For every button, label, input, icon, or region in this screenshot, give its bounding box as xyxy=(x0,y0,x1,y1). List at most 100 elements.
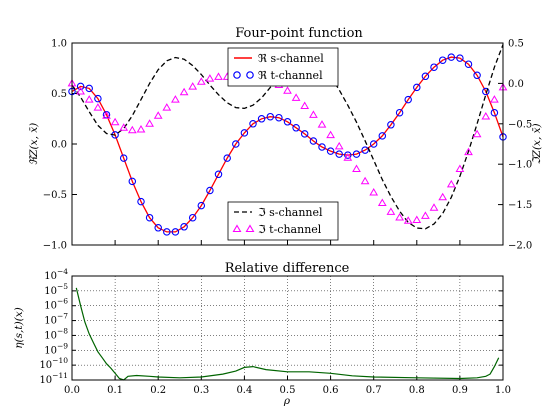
imag-t-channel-point xyxy=(395,213,404,221)
legend-real-t-swatch-a xyxy=(233,71,241,79)
legend-real-s-label: ℜ s-channel xyxy=(258,52,324,65)
imag-t-channel-point xyxy=(317,120,327,128)
bottom-y-tick-label: 10−10 xyxy=(39,356,68,371)
four-point-panel: Four-point function −1.0 −0.5 0.0 0.5 1.0 −2… xyxy=(28,26,543,252)
real-t-channel-point xyxy=(430,63,438,71)
imag-t-channel-point xyxy=(334,141,344,150)
real-t-channel-point xyxy=(283,118,292,126)
bottom-x-axis-label: ρ xyxy=(283,395,291,407)
real-t-channel-point xyxy=(413,83,421,92)
real-t-channel-point xyxy=(171,228,180,236)
real-t-channel-point xyxy=(438,56,447,64)
imag-t-channel-point xyxy=(446,179,456,188)
bottom-x-tick-label: 1.0 xyxy=(495,385,511,396)
bottom-grid xyxy=(72,276,503,380)
real-t-channel-point xyxy=(456,54,464,62)
real-t-channel-point xyxy=(214,170,223,179)
real-t-channel-point xyxy=(128,177,137,186)
top-title: Four-point function xyxy=(235,26,363,41)
imag-t-channel-point xyxy=(76,87,85,95)
imag-t-channel-point xyxy=(283,86,292,94)
bottom-y-tick-label: 10−5 xyxy=(44,282,68,297)
top-y2-tick-label: 0.5 xyxy=(508,39,524,50)
legend-imag-s-label: ℑ s-channel xyxy=(258,206,323,219)
top-y2-tick-label: −1.0 xyxy=(508,160,532,171)
real-t-channel-point xyxy=(119,154,128,162)
imag-t-channel-point xyxy=(171,95,180,103)
real-t-channel-point xyxy=(447,53,456,61)
top-y-axis-label: ℜZ(x, x̄) xyxy=(28,123,40,166)
real-t-channel-point xyxy=(352,150,361,158)
real-t-channel-point xyxy=(300,130,309,138)
imag-t-channel-point xyxy=(162,103,172,111)
imag-t-channel-point xyxy=(291,93,301,101)
real-t-channel-point xyxy=(180,223,188,231)
real-t-channel-point xyxy=(85,84,93,93)
top-y-tick-label: 0.5 xyxy=(51,89,67,100)
legend-imag: ℑ s-channel ℑ t-channel xyxy=(227,201,339,241)
top-right-y-ticks: −2.0 −1.5 −1.0 −0.5 0.0 0.5 xyxy=(498,39,532,252)
real-t-channel-point xyxy=(361,146,369,154)
real-t-channel-point xyxy=(163,228,171,236)
real-t-channel-point xyxy=(335,150,343,158)
bottom-y-axis-label: η(s,t)(x) xyxy=(13,307,25,349)
real-t-channel-point xyxy=(94,94,102,103)
bottom-x-tick-label: 0.1 xyxy=(107,385,123,396)
imag-t-channel-point xyxy=(369,188,379,196)
top-y2-tick-label: −2.0 xyxy=(508,241,532,252)
imag-t-channel-point xyxy=(360,176,370,185)
imag-t-channel-point xyxy=(300,101,310,109)
imag-t-channel-point xyxy=(205,74,215,82)
imag-t-channel-point xyxy=(455,164,465,172)
bottom-x-tick-label: 0.0 xyxy=(64,385,80,396)
bottom-x-tick-label: 0.2 xyxy=(150,385,166,396)
imag-t-channel-point xyxy=(188,82,198,90)
real-t-channel-point xyxy=(257,115,266,123)
bottom-x-tick-label: 0.8 xyxy=(409,385,425,396)
imag-t-channel-point xyxy=(84,95,94,103)
real-t-channel-point xyxy=(473,71,481,80)
imag-t-channel-point xyxy=(472,129,482,138)
imag-t-channel-point xyxy=(343,153,353,161)
bottom-x-tick-label: 0.9 xyxy=(452,385,468,396)
real-t-channel-point xyxy=(326,147,335,155)
top-y2-tick-label: 0.0 xyxy=(508,79,524,90)
imag-t-channel-point xyxy=(214,72,223,80)
bottom-y-tick-label: 10−8 xyxy=(44,326,68,341)
imag-t-channel-point xyxy=(179,87,189,96)
top-y2-axis-label: ℑZ(x, x̄) xyxy=(531,123,543,164)
bottom-y-tick-label: 10−4 xyxy=(44,267,68,282)
imag-t-channel-point xyxy=(93,103,103,111)
series-line-0 xyxy=(71,56,504,233)
top-y-tick-label: −1.0 xyxy=(43,241,67,252)
top-y2-tick-label: −0.5 xyxy=(508,119,532,130)
real-t-channel-point xyxy=(490,108,499,117)
bottom-title: Relative difference xyxy=(225,261,350,276)
imag-t-channel-point xyxy=(352,164,361,172)
real-t-channel-point xyxy=(309,137,318,145)
imag-t-channel-point xyxy=(438,192,448,201)
real-t-channel-point xyxy=(395,108,404,117)
bottom-x-tick-label: 0.5 xyxy=(280,385,296,396)
real-t-channel-point xyxy=(292,124,300,132)
bottom-series-layer xyxy=(75,287,500,381)
imag-t-channel-point xyxy=(481,112,491,120)
bottom-y-tick-label: 10−11 xyxy=(39,371,68,386)
real-t-channel-point xyxy=(378,132,387,140)
legend-imag-t-swatch-b xyxy=(245,224,255,233)
real-t-channel-point xyxy=(387,121,395,129)
imag-t-channel-point xyxy=(326,130,335,139)
imag-t-channel-point xyxy=(386,207,396,215)
real-t-channel-point xyxy=(318,143,326,151)
imag-t-channel-point xyxy=(421,211,430,219)
real-t-channel-point xyxy=(145,213,154,222)
bottom-plot-frame xyxy=(71,275,504,381)
bottom-y-tick-label: 10−6 xyxy=(44,297,68,312)
real-t-channel-point xyxy=(421,72,430,81)
real-t-channel-point xyxy=(240,129,249,137)
bottom-y-tick-label: 10−9 xyxy=(44,341,68,356)
legend-real-box xyxy=(227,47,339,87)
bottom-x-ticks: 0.0 0.1 0.2 0.3 0.4 0.5 0.6 0.7 0.8 0.9 1.0 xyxy=(64,376,511,396)
